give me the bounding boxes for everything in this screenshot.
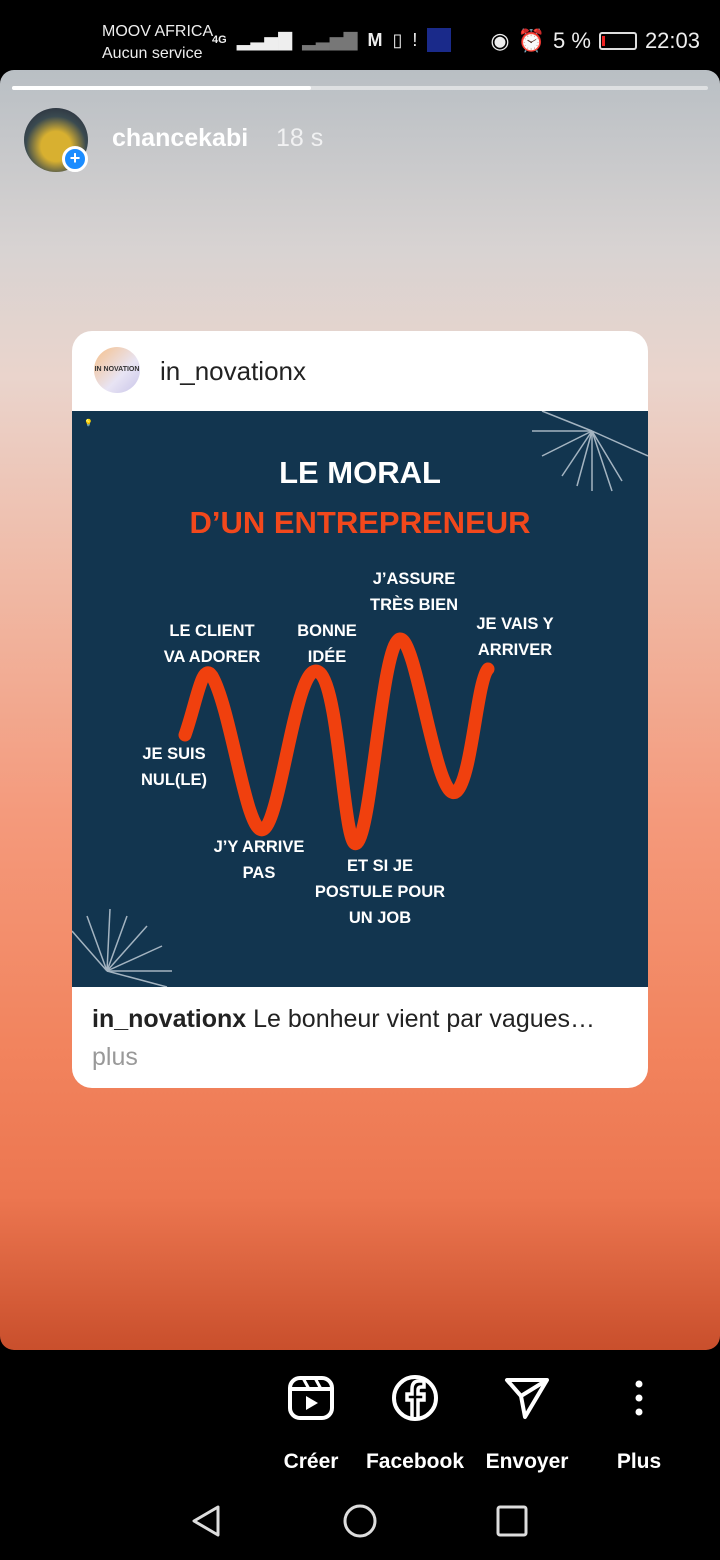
story-username[interactable]: chancekabi	[112, 124, 249, 152]
create-label: Créer	[283, 1450, 339, 1473]
recents-icon[interactable]	[495, 1504, 529, 1538]
carrier-info: MOOV AFRICA Aucun service	[102, 21, 213, 65]
facebook-icon	[392, 1375, 438, 1421]
label-client: LE CLIENT VA ADORER	[163, 622, 261, 666]
home-icon[interactable]	[342, 1503, 378, 1539]
back-icon[interactable]	[188, 1503, 224, 1539]
battery-icon	[598, 32, 637, 50]
m-icon: M	[367, 29, 383, 50]
poster-title: LE MORAL	[279, 455, 441, 490]
more-label: Plus	[616, 1450, 662, 1473]
starburst-bottom	[72, 908, 172, 987]
post-image[interactable]: 💡 LE MORAL D’UN ENTREPRENEUR LE CLIENT V…	[72, 411, 648, 987]
create-button[interactable]: Créer	[256, 1370, 366, 1474]
label-assure: J’ASSURE TRÈS BIEN	[369, 570, 459, 614]
signal-icon: ▂▃▅▇	[236, 29, 293, 50]
share-actions: Créer Facebook Envoyer Plus	[0, 1370, 720, 1480]
post-caption: in_novationx Le bonheur vient par vagues…	[92, 1005, 632, 1034]
service-status: Aucun service	[102, 45, 203, 62]
account-logo[interactable]: IN NOVATION	[94, 347, 140, 393]
battery-percent: 5 %	[553, 28, 591, 53]
alarm-icon: ⏰	[517, 28, 546, 53]
system-nav-bar	[0, 1495, 720, 1550]
facebook-label: Facebook	[365, 1450, 465, 1473]
status-right: ◉ ⏰ 5 % 22:03	[490, 28, 700, 54]
label-vais: JE VAIS Y ARRIVER	[476, 615, 554, 659]
clock: 22:03	[644, 28, 700, 53]
shared-post-card[interactable]: IN NOVATION in_novationx 💡 LE MORAL D’UN…	[72, 331, 648, 1088]
poster-graphics	[72, 411, 648, 987]
network-type: 4G	[212, 34, 227, 46]
app-icon	[427, 28, 452, 52]
label-job: ET SI JE POSTULE POUR UN JOB	[314, 857, 446, 927]
caption-username[interactable]: in_novationx	[92, 1005, 247, 1033]
status-bar: MOOV AFRICA Aucun service 4G ▂▃▅▇ ▂▃▅▇ M…	[0, 0, 720, 70]
caption-text: Le bonheur vient par vagues…	[246, 1005, 596, 1033]
add-icon[interactable]: +	[62, 146, 88, 172]
label-bonne-idee: BONNE IDÉE	[297, 622, 357, 666]
no-signal-icon: ▂▃▅▇	[302, 29, 358, 50]
story-progress-bar	[12, 86, 708, 90]
story-progress-fill	[12, 86, 312, 90]
poster-subtitle: D’UN ENTREPRENEUR	[189, 505, 531, 540]
watermark-logo: 💡	[84, 420, 93, 427]
reels-icon	[288, 1376, 334, 1420]
story-viewer[interactable]: + chancekabi 18 s IN NOVATION in_novatio…	[0, 70, 720, 1350]
label-arrive-pas: J’Y ARRIVE PAS	[213, 838, 305, 882]
alert-icon: !	[412, 29, 418, 50]
status-icons: 4G ▂▃▅▇ ▂▃▅▇ M ▯ !	[212, 28, 452, 52]
send-label: Envoyer	[485, 1450, 569, 1473]
story-age: 18 s	[276, 124, 324, 152]
label-nul: JE SUIS NUL(LE)	[141, 745, 207, 789]
post-account-name[interactable]: in_novationx	[160, 356, 306, 386]
more-icon	[635, 1380, 643, 1416]
vibrate-icon: ▯	[392, 29, 403, 50]
caption-more-link[interactable]: plus	[92, 1043, 138, 1071]
eye-icon: ◉	[490, 28, 510, 53]
facebook-button[interactable]: Facebook	[360, 1370, 470, 1474]
send-button[interactable]: Envoyer	[472, 1370, 582, 1474]
mood-wave-line	[178, 632, 495, 850]
more-button[interactable]: Plus	[584, 1370, 694, 1474]
carrier-name: MOOV AFRICA	[102, 23, 214, 40]
starburst-top	[532, 411, 648, 492]
send-icon	[505, 1378, 549, 1419]
